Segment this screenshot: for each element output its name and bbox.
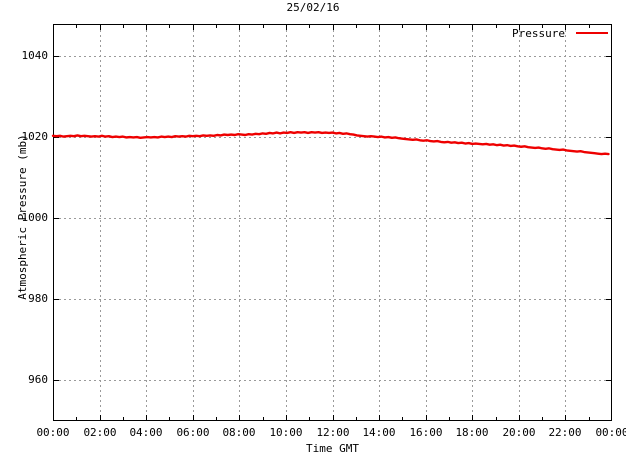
x-axis-tick-label: 12:00	[316, 426, 350, 439]
plot-frame	[53, 24, 612, 421]
x-axis-tick-label: 22:00	[548, 426, 582, 439]
grid-lines	[54, 25, 611, 420]
data-series	[51, 130, 610, 156]
y-axis-tick-label: 1000	[21, 211, 49, 224]
x-axis-tick-label: 00:00	[36, 426, 70, 439]
x-axis-tick-label: 18:00	[455, 426, 489, 439]
y-axis-tick-label: 980	[28, 292, 48, 305]
y-axis-tick-labels: 960 980 1000 1020 1040	[0, 0, 49, 459]
x-axis-tick-label: 04:00	[129, 426, 163, 439]
chart-title: 25/02/16	[286, 1, 340, 14]
x-axis-tick-label: 16:00	[409, 426, 443, 439]
x-axis-tick-label: 06:00	[176, 426, 210, 439]
series-line-pressure	[51, 130, 610, 156]
x-axis-tick-label: 02:00	[83, 426, 117, 439]
x-axis-tick-label: 00:00	[595, 426, 626, 439]
y-axis-tick-label: 1040	[21, 49, 49, 62]
y-axis-tick-label: 1020	[21, 130, 49, 143]
legend-entry-pressure-label: Pressure	[512, 27, 565, 40]
x-axis-tick-label: 10:00	[269, 426, 303, 439]
axis-ticks	[54, 25, 611, 420]
x-axis-tick-label: 14:00	[362, 426, 396, 439]
y-axis-tick-label: 960	[28, 373, 48, 386]
x-axis-tick-label: 20:00	[502, 426, 536, 439]
x-axis-label: Time GMT	[306, 442, 359, 455]
legend-entry-pressure-swatch	[576, 32, 608, 34]
x-axis-tick-label: 08:00	[222, 426, 256, 439]
